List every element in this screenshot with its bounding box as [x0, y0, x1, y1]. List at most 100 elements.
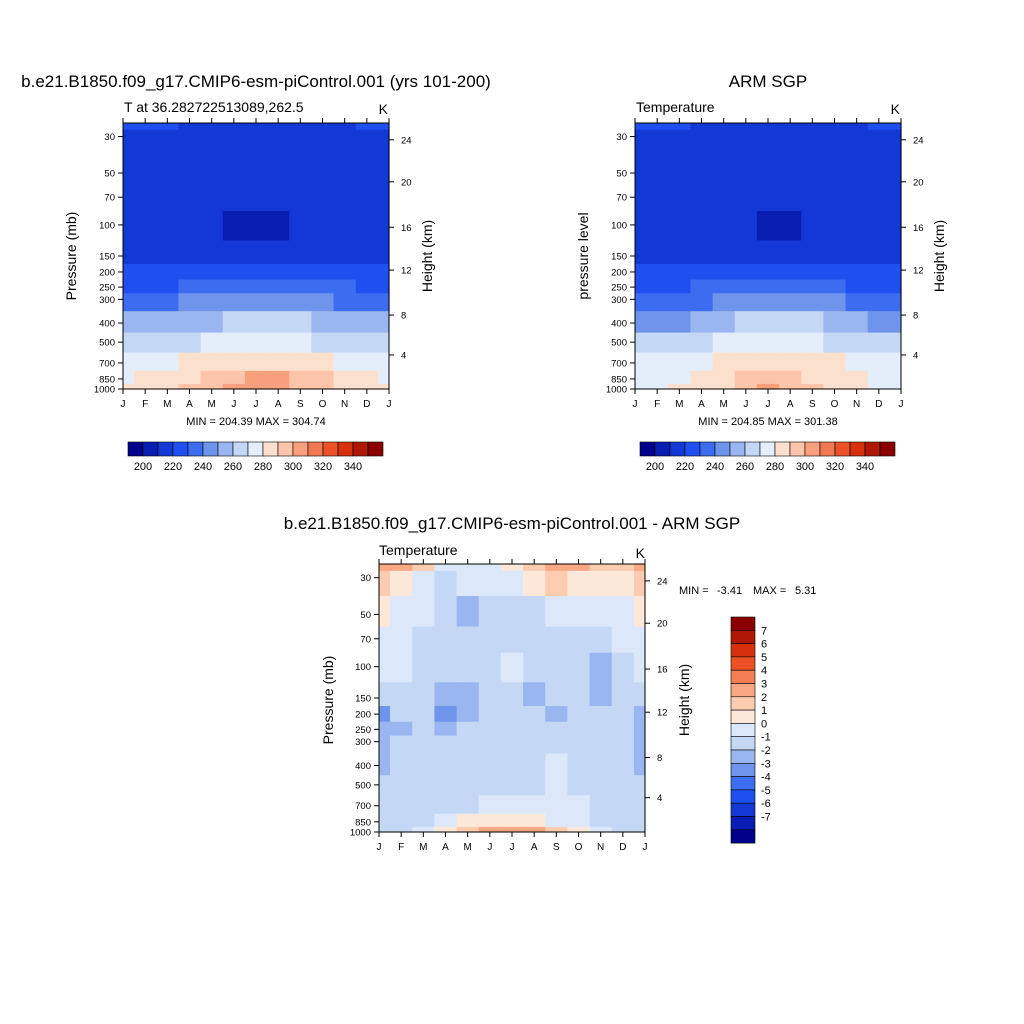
heatmap-cell	[756, 129, 780, 156]
heatmap-cell	[545, 564, 569, 572]
colorbar-swatch	[744, 441, 761, 457]
heatmap-cell	[712, 154, 736, 186]
heatmap-cell	[456, 706, 480, 723]
x-tick-label: J	[899, 399, 904, 410]
heatmap-cell	[823, 370, 847, 385]
heatmap-cell	[646, 185, 669, 212]
colorbar-label: -1	[761, 732, 771, 744]
heatmap-cell	[156, 129, 180, 156]
heatmap-cell	[646, 263, 669, 281]
colorbar-swatch	[127, 441, 144, 457]
heatmap-cell	[289, 370, 313, 385]
heatmap-cell	[500, 721, 524, 737]
heatmap-cell	[289, 123, 313, 131]
heatmap-cell	[134, 129, 157, 156]
heatmap-cell	[478, 652, 502, 683]
heatmap-cell	[222, 332, 246, 354]
x-tick-label: N	[853, 399, 860, 410]
heatmap-cell	[390, 682, 413, 707]
x-tick-label: A	[275, 399, 282, 410]
x-tick-label: J	[387, 399, 392, 410]
x-tick-label: S	[553, 842, 560, 853]
colorbar-swatch	[730, 696, 756, 711]
heatmap-cell	[523, 721, 546, 737]
heatmap-cell	[222, 279, 246, 294]
y-tick-right-label: 16	[913, 223, 924, 234]
heatmap-cell	[734, 370, 758, 385]
heatmap-cell	[311, 211, 335, 242]
y-tick-label: 1000	[350, 828, 371, 839]
heatmap-cell	[779, 293, 802, 312]
heatmap-cell	[412, 682, 436, 707]
heatmap-cell	[567, 596, 591, 628]
y-tick-label: 70	[360, 634, 371, 645]
heatmap-cell	[123, 123, 135, 131]
heatmap-cell	[734, 129, 758, 156]
heatmap-cell	[377, 293, 390, 312]
heatmap-cell	[646, 279, 669, 294]
heatmap-cell	[589, 735, 613, 755]
heatmap-cell	[823, 311, 847, 334]
heatmap-cell	[355, 279, 379, 294]
heatmap-cell	[589, 570, 613, 597]
heatmap-cell	[779, 352, 802, 372]
x-tick-label: D	[875, 399, 882, 410]
heatmap-cell	[646, 240, 669, 265]
heatmap-cell	[545, 570, 569, 597]
heatmap-cell	[434, 682, 458, 707]
heatmap-cell	[222, 211, 246, 242]
heatmap-cell	[379, 775, 391, 796]
heatmap-cell	[823, 263, 847, 281]
colorbar-swatch	[157, 441, 174, 457]
heatmap-cell	[434, 626, 458, 654]
heatmap-cell	[611, 596, 635, 628]
heatmap-cell	[456, 813, 480, 828]
heatmap-cell	[200, 240, 224, 265]
panel-obs-stats: MIN = 204.85 MAX = 301.38	[698, 416, 837, 428]
y-tick-label: 300	[611, 295, 627, 306]
heatmap-cell	[333, 211, 357, 242]
heatmap-cell	[611, 775, 635, 796]
heatmap-cell	[845, 293, 869, 312]
heatmap-cell	[646, 332, 669, 354]
heatmap-cell	[523, 652, 546, 683]
heatmap-cell	[377, 154, 390, 186]
heatmap-cell	[589, 706, 613, 723]
heatmap-cell	[434, 795, 458, 815]
heatmap-cell	[589, 753, 613, 776]
heatmap-cell	[567, 626, 591, 654]
heatmap-cell	[823, 211, 847, 242]
heatmap-cell	[690, 383, 714, 390]
heatmap-cell	[333, 279, 357, 294]
colorbar-swatch	[669, 441, 686, 457]
heatmap-cell	[545, 721, 569, 737]
heatmap-cell	[456, 682, 480, 707]
heatmap-cell	[434, 753, 458, 776]
panel-diff-stats-max: 5.31	[795, 585, 816, 597]
panel-model-colorbar: 200 220 240 260 280 300 320 340	[127, 441, 384, 473]
x-tick-label: J	[643, 842, 648, 853]
colorbar-label: 240	[194, 461, 212, 473]
panel-model-ylabel-right: Height (km)	[419, 220, 435, 292]
heatmap-cell	[123, 129, 135, 156]
colorbar-label: -6	[761, 798, 771, 810]
x-tick-label: F	[654, 399, 660, 410]
heatmap-cell	[633, 753, 646, 776]
heatmap-cell	[690, 352, 714, 372]
heatmap-cell	[134, 279, 157, 294]
heatmap-cell	[545, 596, 569, 628]
heatmap-cell	[734, 383, 758, 390]
heatmap-cell	[756, 352, 780, 372]
heatmap-cell	[635, 211, 647, 242]
y-tick-right-label: 16	[657, 665, 668, 676]
y-tick-label: 200	[611, 267, 627, 278]
heatmap-cell	[379, 706, 391, 723]
colorbar-swatch	[292, 441, 309, 457]
heatmap-cell	[478, 596, 502, 628]
heatmap-cell	[267, 211, 290, 242]
heatmap-cell	[756, 383, 780, 390]
heatmap-cell	[690, 279, 714, 294]
colorbar-label: -4	[761, 772, 771, 784]
colorbar-swatch	[730, 762, 756, 777]
heatmap-cell	[668, 311, 692, 334]
